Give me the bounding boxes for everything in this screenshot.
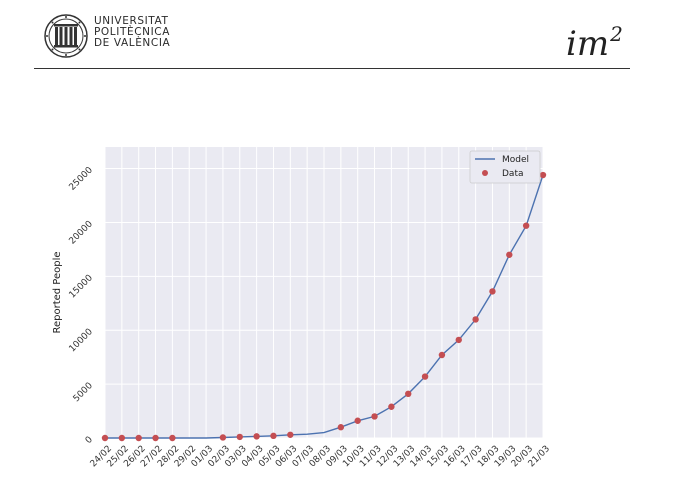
- data-point: [135, 434, 142, 442]
- data-point: [405, 390, 412, 398]
- y-tick-label: 5000: [72, 381, 95, 404]
- university-line-3: DE VALÈNCIA: [94, 37, 171, 49]
- data-point: [169, 434, 176, 442]
- data-point: [522, 222, 530, 229]
- data-point: [253, 433, 260, 440]
- institute-base: im: [566, 24, 610, 64]
- y-tick-label: 15000: [68, 273, 96, 301]
- university-line-2: POLITÈCNICA: [94, 26, 170, 38]
- y-tick-label: 20000: [68, 219, 96, 247]
- header-divider: [34, 68, 630, 69]
- data-point: [287, 431, 294, 438]
- y-axis-label: Reported People: [52, 251, 63, 333]
- data-point: [438, 351, 446, 359]
- data-point: [489, 288, 496, 295]
- data-point: [472, 316, 479, 323]
- data-point: [506, 251, 513, 258]
- institute-sup: 2: [610, 22, 623, 46]
- data-point: [270, 432, 277, 440]
- legend-label-model: Model: [502, 155, 529, 165]
- y-tick-label: 0: [84, 435, 95, 446]
- data-point: [236, 433, 243, 441]
- page-header: UNIVERSITAT POLITÈCNICA DE VALÈNCIA im2: [0, 0, 684, 70]
- data-point: [101, 434, 109, 442]
- university-line-1: UNIVERSITAT: [94, 15, 169, 27]
- data-point: [219, 434, 227, 441]
- legend-swatch-data: [482, 170, 488, 176]
- data-point: [371, 413, 378, 420]
- upv-seal-icon: [44, 14, 88, 58]
- institute-logo: im2: [566, 14, 623, 64]
- data-point: [152, 434, 159, 442]
- university-name: UNIVERSITAT POLITÈCNICA DE VALÈNCIA: [94, 16, 170, 49]
- data-point: [354, 417, 361, 424]
- data-point: [539, 171, 547, 179]
- data-point: [421, 373, 429, 380]
- legend-label-data: Data: [502, 169, 524, 179]
- y-tick-label: 25000: [68, 165, 96, 193]
- series-line-model: [105, 174, 544, 439]
- data-point: [388, 403, 395, 410]
- data-point: [455, 336, 462, 344]
- data-point: [337, 424, 345, 431]
- y-tick-label: 10000: [68, 327, 96, 355]
- legend: Model Data: [469, 150, 541, 184]
- data-point: [118, 434, 126, 442]
